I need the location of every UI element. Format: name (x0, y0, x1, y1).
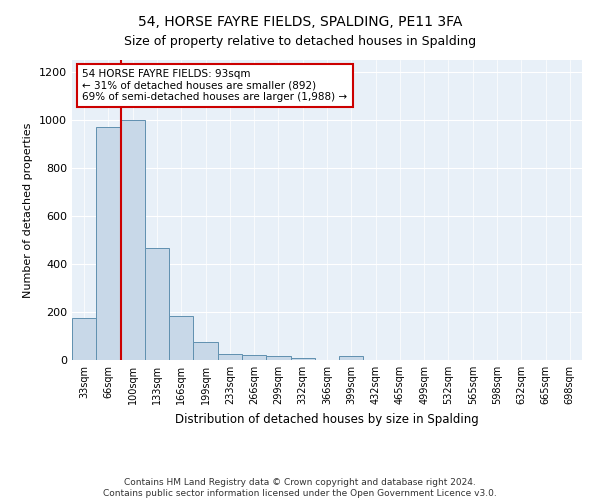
X-axis label: Distribution of detached houses by size in Spalding: Distribution of detached houses by size … (175, 412, 479, 426)
Bar (169, 316, 193, 360)
Text: Size of property relative to detached houses in Spalding: Size of property relative to detached ho… (124, 35, 476, 48)
Bar (96, 127, 121, 360)
Text: 54 HORSE FAYRE FIELDS: 93sqm
← 31% of detached houses are smaller (892)
69% of s: 54 HORSE FAYRE FIELDS: 93sqm ← 31% of de… (82, 69, 347, 102)
Bar (193, 342, 218, 360)
Bar (290, 358, 315, 360)
Bar (218, 354, 242, 360)
Bar (242, 355, 266, 360)
Bar (72, 318, 96, 360)
Bar (121, 120, 145, 360)
Text: Contains HM Land Registry data © Crown copyright and database right 2024.
Contai: Contains HM Land Registry data © Crown c… (103, 478, 497, 498)
Bar (339, 356, 364, 360)
Bar (266, 356, 290, 360)
Text: 54, HORSE FAYRE FIELDS, SPALDING, PE11 3FA: 54, HORSE FAYRE FIELDS, SPALDING, PE11 3… (138, 15, 462, 29)
Bar (145, 248, 169, 360)
Y-axis label: Number of detached properties: Number of detached properties (23, 122, 34, 298)
